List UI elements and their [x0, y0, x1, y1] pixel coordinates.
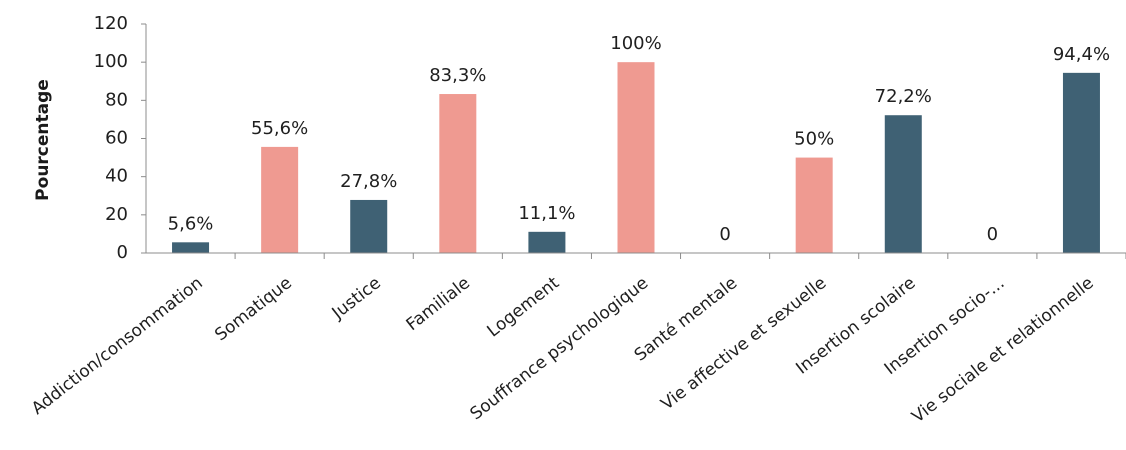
data-label: 27,8% — [340, 171, 397, 192]
x-tick-label: Souffrance psychologique — [467, 273, 653, 424]
bar — [439, 94, 477, 254]
data-label: 11,1% — [518, 203, 575, 224]
y-tick-label: 40 — [105, 166, 128, 187]
bar — [350, 199, 388, 253]
y-tick-label: 120 — [94, 13, 128, 34]
x-tick-label: Familiale — [403, 273, 474, 335]
y-tick-label: 0 — [117, 242, 128, 263]
bar — [261, 146, 299, 253]
bar — [172, 242, 210, 253]
bar — [528, 231, 566, 253]
y-tick-label: 100 — [94, 51, 128, 72]
x-tick-label: Addiction/consommation — [28, 273, 207, 419]
data-label: 94,4% — [1053, 44, 1110, 65]
x-tick-label: Logement — [484, 273, 564, 341]
x-tick-label: Justice — [328, 273, 385, 324]
data-label: 5,6% — [168, 213, 214, 234]
x-tick-label: Somatique — [211, 273, 295, 345]
data-label: 0 — [987, 224, 998, 245]
bar — [795, 157, 833, 253]
y-tick-label: 80 — [105, 89, 128, 110]
bar — [1062, 72, 1100, 253]
y-axis-label: Pourcentage — [33, 79, 53, 201]
data-label: 0 — [719, 224, 730, 245]
y-axis-ticks: 0 20 40 60 80 100 120 — [94, 13, 146, 263]
data-label: 100% — [610, 33, 661, 54]
y-tick-label: 20 — [105, 204, 128, 225]
data-label: 55,6% — [251, 118, 308, 139]
x-tick-label: Vie sociale et relationnelle — [908, 273, 1097, 427]
bar — [617, 62, 655, 253]
data-labels: 5,6% 55,6% 27,8% 83,3% 11,1% 100% 0 50% 72,2% 0 94… — [168, 33, 1110, 245]
x-tick-label: Vie affective et sexuelle — [657, 273, 830, 414]
bar — [884, 115, 922, 254]
bars — [172, 62, 1100, 254]
data-label: 72,2% — [875, 86, 932, 107]
data-label: 50% — [794, 129, 834, 150]
data-label: 83,3% — [429, 65, 486, 86]
y-tick-label: 60 — [105, 128, 128, 149]
x-axis-ticks: Addiction/consommation Somatique Justice Fa… — [28, 253, 1126, 427]
